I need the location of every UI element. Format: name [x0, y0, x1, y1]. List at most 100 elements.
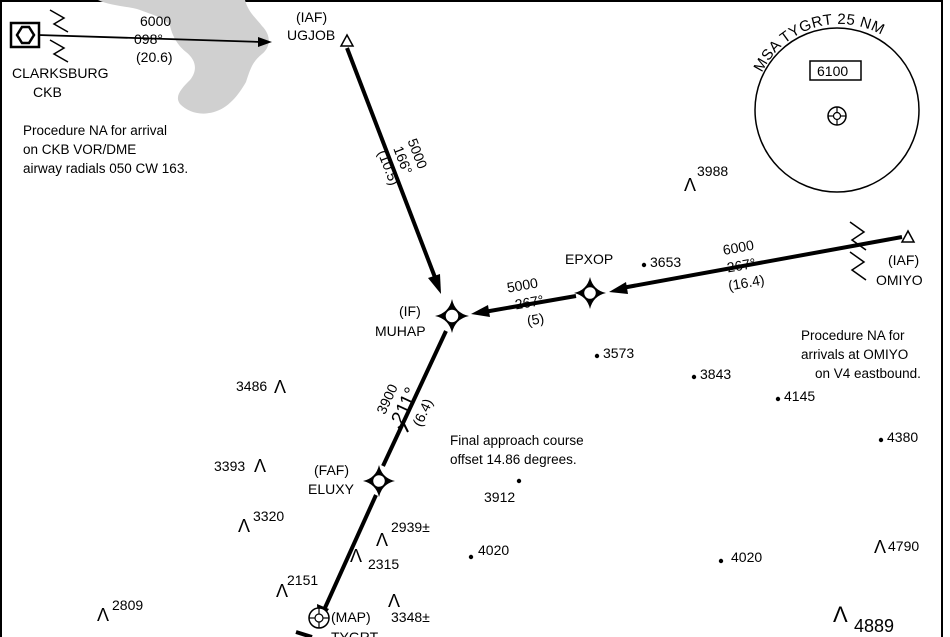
spot-elevation-3573: 3573 — [594, 345, 634, 361]
obstacle-3393: 3393 Λ — [214, 456, 266, 476]
eluxy-role: (FAF) — [314, 462, 349, 478]
spot-elevation-4380: 4380 — [878, 429, 918, 445]
obstacle-icon: Λ — [276, 581, 288, 601]
spot-elevation-3653: 3653 — [641, 254, 681, 270]
obstacle-icon: Λ — [274, 377, 286, 397]
obstacle-3486: 3486 Λ — [236, 377, 286, 397]
obstacle-icon: Λ — [97, 605, 109, 625]
spot-elevation-dot-icon — [468, 554, 474, 560]
spot-elevation-4145: 4145 — [775, 388, 815, 404]
obstacle-elevation: 3393 — [214, 458, 245, 474]
obstacle-elevation: 3486 — [236, 378, 267, 394]
obstacle-icon: Λ — [350, 546, 362, 566]
muhap-eluxy-route-line — [381, 330, 448, 467]
spot-elevation-4020-east: 4020 — [718, 549, 762, 565]
spot-elevation-value: 3843 — [700, 366, 731, 382]
ckb-name: CLARKSBURG — [12, 65, 108, 81]
tygrt-role: (MAP) — [331, 609, 371, 625]
obstacle-elevation: 4889 — [854, 616, 894, 636]
epxop-muhap-arrowhead-icon — [471, 305, 490, 317]
final-course-tick-icon — [397, 422, 409, 433]
obstacle-icon: Λ — [376, 530, 388, 550]
obstacle-icon: Λ — [684, 175, 696, 195]
spot-elevation-dot-icon — [594, 353, 600, 359]
ugjob-muhap-arrowhead-icon — [428, 274, 441, 294]
spot-elevation-dot-icon — [516, 478, 522, 484]
ckb-note-line-1: Procedure NA for arrival — [23, 123, 167, 138]
obstacle-3348: Λ 3348± — [388, 591, 430, 625]
epxop-muhap-altitude: 5000 — [506, 274, 540, 295]
missed-approach-turn-icon — [295, 630, 313, 637]
omiyo-epxop-course: 267° — [726, 255, 757, 276]
eluxy-flyby-waypoint-icon — [363, 465, 395, 497]
obstacle-2315: Λ 2315 — [350, 546, 399, 572]
obstacle-elevation: 3320 — [253, 508, 284, 524]
obstacle-elevation: 3348± — [391, 609, 430, 625]
spot-elevation-dot-icon — [641, 262, 647, 268]
epxop-flyby-waypoint-icon — [574, 277, 606, 309]
ugjob-waypoint-icon — [339, 33, 355, 47]
spot-elevation-dot-icon — [718, 558, 724, 564]
ckb-note-line-3: airway radials 050 CW 163. — [23, 161, 188, 176]
obstacle-icon: Λ — [388, 591, 400, 611]
eluxy-name: ELUXY — [308, 481, 355, 497]
obstacle-3320: Λ 3320 — [238, 508, 284, 536]
feeder-altitude: 6000 — [140, 13, 171, 29]
feeder-route-line — [37, 34, 263, 43]
obstacle-2939: Λ 2939± — [376, 519, 430, 550]
tygrt-map-waypoint-icon — [308, 607, 330, 629]
spot-elevation-4020-west: 4020 — [468, 542, 509, 560]
ckb-note-line-2: on CKB VOR/DME — [23, 142, 136, 157]
omiyo-break-icon — [849, 221, 867, 281]
spot-elevation-value: 4020 — [731, 549, 762, 565]
spot-elevation-3912: 3912 — [484, 478, 522, 505]
ckb-feeder-break-icon — [49, 9, 69, 63]
obstacle-elevation: 2939± — [391, 519, 430, 535]
feeder-distance: (20.6) — [136, 49, 173, 65]
epxop-muhap-course: 267° — [514, 292, 545, 313]
obstacle-4790: Λ 4790 — [874, 537, 919, 557]
feeder-course: 098° — [134, 31, 163, 47]
omiyo-epxop-distance: (16.4) — [727, 271, 766, 293]
obstacle-2809: Λ 2809 — [97, 597, 143, 625]
terrain-shading — [98, 0, 269, 114]
obstacle-icon: Λ — [874, 537, 886, 557]
omiyo-role: (IAF) — [888, 252, 919, 268]
epxop-muhap-distance: (5) — [526, 310, 546, 329]
spot-elevation-3843: 3843 — [691, 366, 731, 382]
spot-elevation-value: 4145 — [784, 388, 815, 404]
spot-elevation-dot-icon — [691, 374, 697, 380]
msa-altitude-box — [809, 60, 862, 81]
obstacle-icon: Λ — [238, 516, 250, 536]
ckb-ident: CKB — [33, 84, 62, 100]
spot-elevation-value: 3912 — [484, 489, 515, 505]
obstacle-elevation: 2315 — [368, 556, 399, 572]
spot-elevation-value: 4020 — [478, 542, 509, 558]
epxop-name: EPXOP — [565, 251, 613, 267]
spot-elevation-value: 4380 — [887, 429, 918, 445]
msa-altitude: 6100 — [817, 63, 848, 79]
omiyo-note-line-1: Procedure NA for — [801, 328, 905, 343]
obstacle-icon: Λ — [833, 602, 848, 627]
obstacle-4889: Λ 4889 — [833, 602, 894, 636]
spot-elevation-value: 3573 — [603, 345, 634, 361]
omiyo-epxop-arrowhead-icon — [609, 282, 628, 294]
ckb-vordme-icon — [9, 21, 41, 49]
ugjob-name: UGJOB — [287, 27, 335, 43]
obstacle-elevation: 4790 — [888, 538, 919, 554]
ugjob-muhap-route-line — [345, 47, 438, 281]
omiyo-note-line-2: arrivals at OMIYO — [801, 347, 908, 362]
omiyo-name: OMIYO — [876, 272, 923, 288]
ugjob-role: (IAF) — [296, 9, 327, 25]
msa-circle — [754, 27, 920, 193]
spot-elevation-dot-icon — [775, 396, 781, 402]
omiyo-epxop-route-line — [621, 235, 903, 290]
final-note-line-2: offset 14.86 degrees. — [450, 452, 577, 467]
obstacle-elevation: 2151 — [287, 572, 318, 588]
spot-elevation-value: 3653 — [650, 254, 681, 270]
final-note-line-1: Final approach course — [450, 433, 584, 448]
omiyo-note-line-3: on V4 eastbound. — [815, 366, 921, 381]
obstacle-icon: Λ — [254, 456, 266, 476]
